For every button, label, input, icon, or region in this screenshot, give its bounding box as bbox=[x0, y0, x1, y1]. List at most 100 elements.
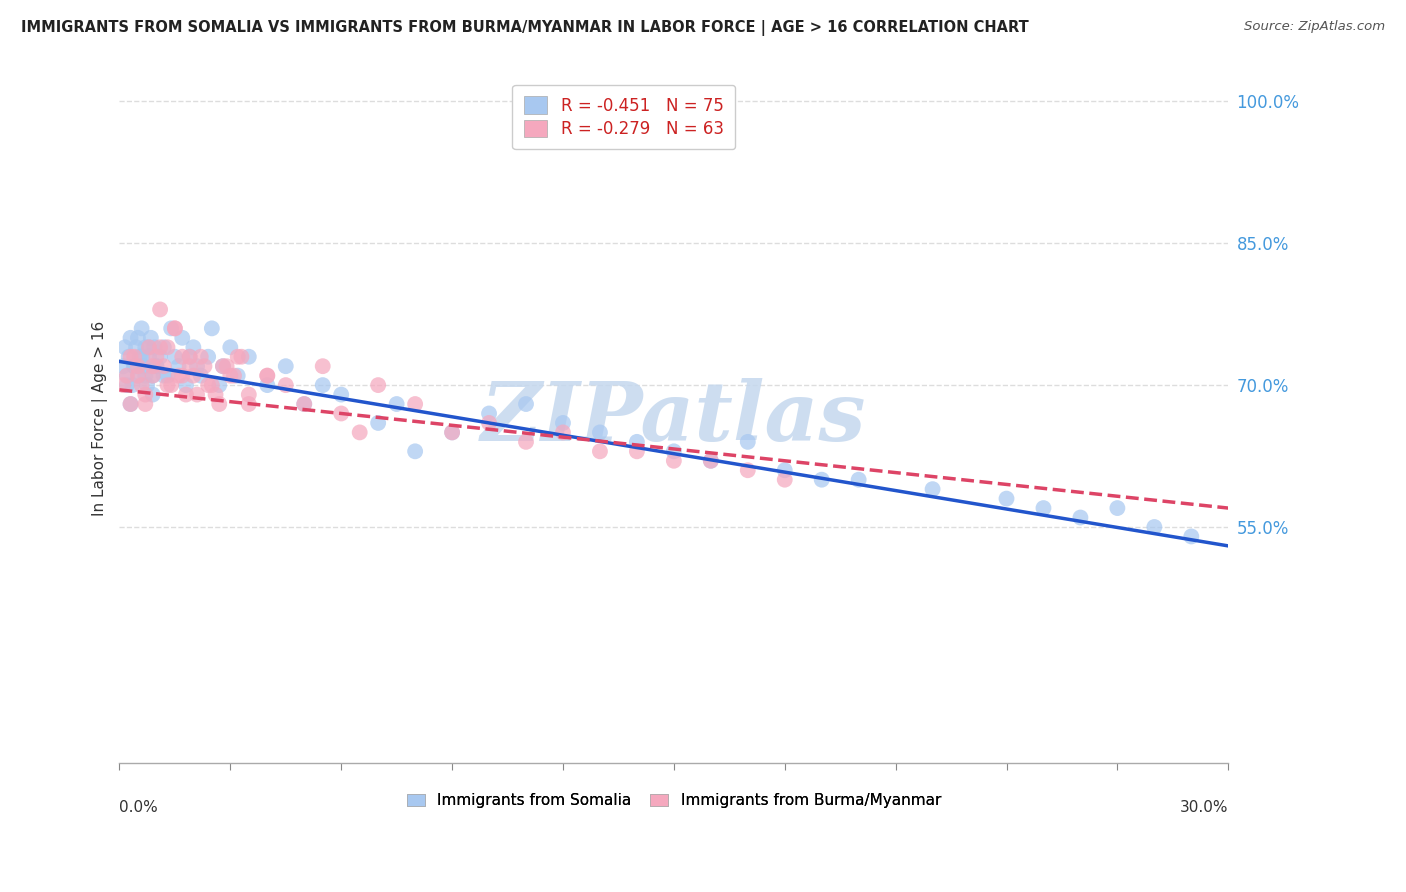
Point bbox=[226, 350, 249, 364]
Point bbox=[551, 416, 574, 430]
Point bbox=[122, 350, 145, 364]
Point bbox=[134, 387, 156, 401]
Point bbox=[312, 378, 335, 392]
Point bbox=[160, 378, 183, 392]
Text: 30.0%: 30.0% bbox=[1180, 799, 1229, 814]
Point bbox=[1107, 501, 1129, 516]
Point bbox=[292, 397, 315, 411]
Point bbox=[404, 444, 426, 458]
Point bbox=[127, 368, 149, 383]
Point bbox=[127, 359, 149, 374]
Point bbox=[131, 321, 153, 335]
Point bbox=[120, 397, 142, 411]
Point bbox=[112, 378, 135, 392]
Point bbox=[115, 368, 138, 383]
Point bbox=[131, 350, 153, 364]
Point bbox=[226, 368, 249, 383]
Point bbox=[186, 359, 208, 374]
Point bbox=[626, 444, 648, 458]
Point bbox=[132, 359, 155, 374]
Point bbox=[238, 387, 260, 401]
Point bbox=[478, 407, 501, 421]
Point bbox=[441, 425, 464, 440]
Point bbox=[197, 378, 219, 392]
Point bbox=[152, 340, 174, 354]
Point bbox=[121, 378, 143, 392]
Point bbox=[222, 368, 245, 383]
Point bbox=[197, 350, 219, 364]
Point bbox=[515, 434, 537, 449]
Point bbox=[186, 387, 208, 401]
Text: IMMIGRANTS FROM SOMALIA VS IMMIGRANTS FROM BURMA/MYANMAR IN LABOR FORCE | AGE > : IMMIGRANTS FROM SOMALIA VS IMMIGRANTS FR… bbox=[21, 20, 1029, 36]
Point bbox=[143, 340, 166, 354]
Point bbox=[238, 397, 260, 411]
Point bbox=[385, 397, 408, 411]
Point bbox=[589, 444, 612, 458]
Point bbox=[589, 425, 612, 440]
Point bbox=[1069, 510, 1091, 524]
Point bbox=[219, 340, 242, 354]
Point bbox=[367, 378, 389, 392]
Point bbox=[662, 444, 685, 458]
Point bbox=[274, 359, 297, 374]
Point bbox=[172, 350, 194, 364]
Y-axis label: In Labor Force | Age > 16: In Labor Force | Age > 16 bbox=[93, 320, 108, 516]
Point bbox=[700, 454, 723, 468]
Point bbox=[995, 491, 1018, 506]
Point bbox=[112, 359, 135, 374]
Point bbox=[163, 350, 186, 364]
Point bbox=[156, 368, 179, 383]
Point bbox=[179, 350, 201, 364]
Point bbox=[330, 407, 353, 421]
Point bbox=[1143, 520, 1166, 534]
Point bbox=[131, 378, 153, 392]
Point bbox=[848, 473, 870, 487]
Point bbox=[274, 378, 297, 392]
Point bbox=[231, 350, 253, 364]
Point bbox=[349, 425, 371, 440]
Point bbox=[700, 454, 723, 468]
Point bbox=[208, 397, 231, 411]
Point bbox=[312, 359, 335, 374]
Legend: Immigrants from Somalia, Immigrants from Burma/Myanmar: Immigrants from Somalia, Immigrants from… bbox=[401, 788, 948, 814]
Point bbox=[134, 397, 156, 411]
Point bbox=[128, 350, 150, 364]
Point bbox=[478, 416, 501, 430]
Point bbox=[773, 463, 796, 477]
Point bbox=[212, 359, 235, 374]
Point bbox=[292, 397, 315, 411]
Point bbox=[142, 359, 165, 374]
Point bbox=[256, 368, 278, 383]
Point bbox=[127, 331, 149, 345]
Point bbox=[160, 321, 183, 335]
Point bbox=[122, 359, 145, 374]
Point bbox=[127, 368, 149, 383]
Point bbox=[737, 463, 759, 477]
Point bbox=[204, 387, 226, 401]
Point bbox=[118, 350, 141, 364]
Point bbox=[115, 368, 138, 383]
Point bbox=[149, 350, 172, 364]
Point bbox=[172, 331, 194, 345]
Point bbox=[134, 368, 156, 383]
Point bbox=[174, 387, 197, 401]
Point bbox=[120, 350, 142, 364]
Point bbox=[737, 434, 759, 449]
Point bbox=[172, 368, 194, 383]
Point bbox=[215, 359, 238, 374]
Point bbox=[163, 321, 186, 335]
Point bbox=[441, 425, 464, 440]
Text: Source: ZipAtlas.com: Source: ZipAtlas.com bbox=[1244, 20, 1385, 33]
Point bbox=[167, 359, 190, 374]
Point bbox=[114, 340, 136, 354]
Point bbox=[122, 359, 145, 374]
Point bbox=[1032, 501, 1054, 516]
Point bbox=[145, 359, 167, 374]
Point bbox=[138, 340, 160, 354]
Text: ZIPatlas: ZIPatlas bbox=[481, 378, 866, 458]
Point bbox=[330, 387, 353, 401]
Point bbox=[201, 378, 224, 392]
Point bbox=[134, 340, 156, 354]
Point bbox=[190, 368, 212, 383]
Text: 0.0%: 0.0% bbox=[120, 799, 159, 814]
